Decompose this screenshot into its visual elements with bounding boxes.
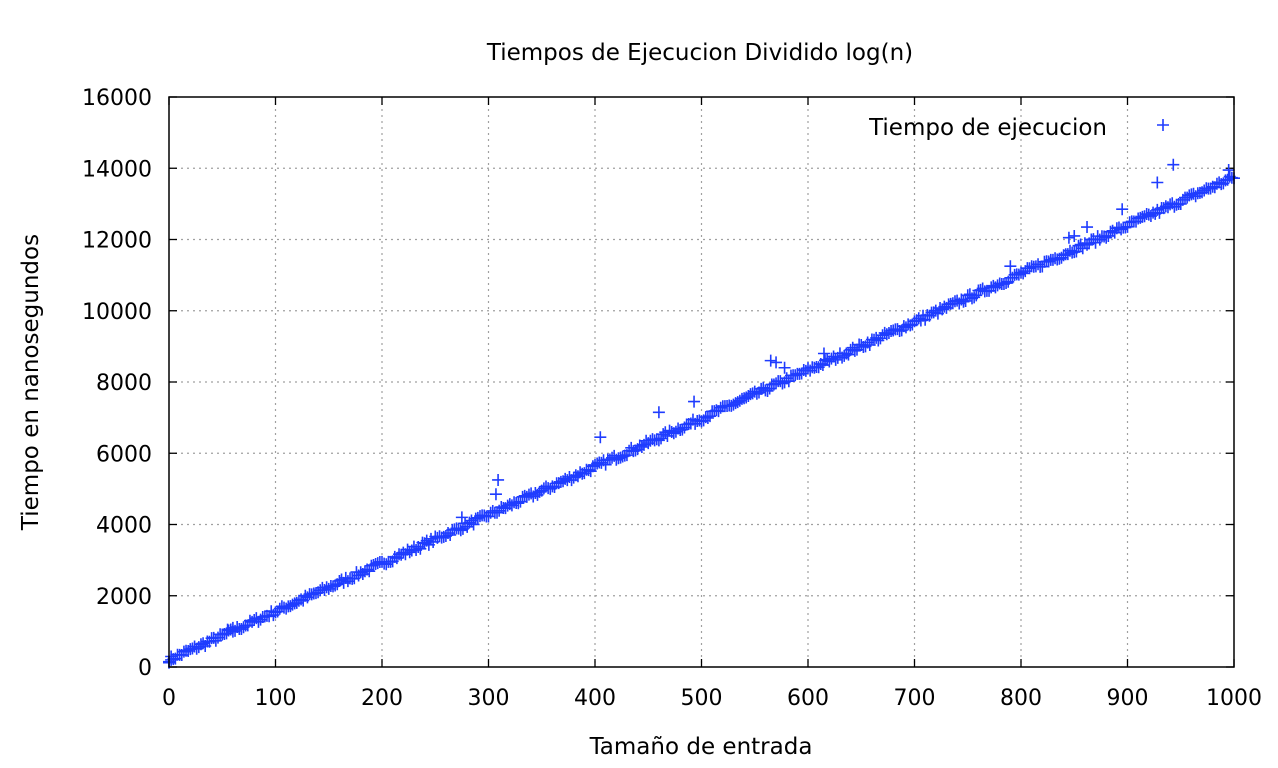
x-tick-label: 600 — [787, 686, 829, 711]
data-point — [221, 623, 234, 636]
x-tick-label: 1000 — [1206, 686, 1262, 711]
data-point — [1062, 231, 1075, 244]
data-point — [454, 524, 467, 537]
x-tick-label: 400 — [574, 686, 616, 711]
axis-ticks: 0 100 200 300 400 500 600 700 800 900 100002000400… — [82, 86, 1262, 711]
chart-title: Tiempos de Ejecucion Dividido log(n) — [486, 40, 913, 66]
data-point — [770, 356, 783, 369]
data-point — [226, 621, 239, 634]
data-point — [778, 361, 791, 374]
data-point — [1167, 158, 1180, 171]
data-point — [688, 395, 701, 408]
data-point — [959, 294, 972, 307]
x-tick-label: 0 — [162, 686, 176, 711]
data-point — [1081, 221, 1094, 234]
x-tick-label: 500 — [681, 686, 723, 711]
legend-label: Tiempo de ejecucion — [868, 115, 1107, 141]
data-point — [1222, 164, 1235, 177]
data-point — [467, 518, 480, 531]
data-point — [701, 411, 714, 424]
x-axis-label: Tamaño de entrada — [589, 734, 813, 760]
grid — [169, 97, 1234, 667]
data-point — [363, 565, 376, 578]
x-tick-label: 200 — [361, 686, 403, 711]
data-points — [163, 158, 1240, 669]
x-tick-label: 700 — [894, 686, 936, 711]
legend: Tiempo de ejecucion — [868, 115, 1169, 141]
y-axis-label: Tiempo en nanosegundos — [18, 234, 44, 531]
y-tick-label: 6000 — [96, 442, 152, 467]
y-tick-label: 4000 — [96, 514, 152, 539]
data-point — [165, 653, 178, 666]
y-tick-label: 0 — [138, 656, 152, 681]
data-point — [652, 434, 665, 447]
data-point — [652, 406, 665, 419]
plot-frame — [168, 96, 1235, 668]
y-tick-label: 12000 — [82, 229, 152, 254]
data-point — [489, 488, 502, 501]
y-tick-label: 8000 — [96, 371, 152, 396]
data-point — [1070, 245, 1083, 258]
x-tick-label: 300 — [468, 686, 510, 711]
legend-marker-symbol — [1157, 119, 1169, 131]
data-point — [764, 354, 777, 367]
x-tick-label: 100 — [255, 686, 297, 711]
data-point — [1116, 203, 1129, 216]
x-tick-label: 800 — [1000, 686, 1042, 711]
data-point — [492, 473, 505, 486]
legend-marker — [1157, 119, 1169, 131]
y-tick-label: 16000 — [82, 86, 152, 111]
data-point — [584, 465, 597, 478]
data-point — [1068, 229, 1081, 242]
data-point — [1151, 176, 1164, 189]
data-point — [635, 441, 648, 454]
data-point — [1004, 260, 1017, 273]
data-point — [817, 347, 830, 360]
data-point — [1100, 231, 1113, 244]
x-tick-label: 900 — [1107, 686, 1149, 711]
data-point — [209, 634, 222, 647]
data-point — [829, 353, 842, 366]
data-point — [594, 431, 607, 444]
data-point — [455, 511, 468, 524]
y-tick-label: 14000 — [82, 157, 152, 182]
data-point — [512, 497, 525, 510]
y-tick-label: 2000 — [96, 585, 152, 610]
data-point — [968, 291, 981, 304]
data-point — [761, 384, 774, 397]
y-tick-label: 10000 — [82, 300, 152, 325]
data-point — [848, 344, 861, 357]
